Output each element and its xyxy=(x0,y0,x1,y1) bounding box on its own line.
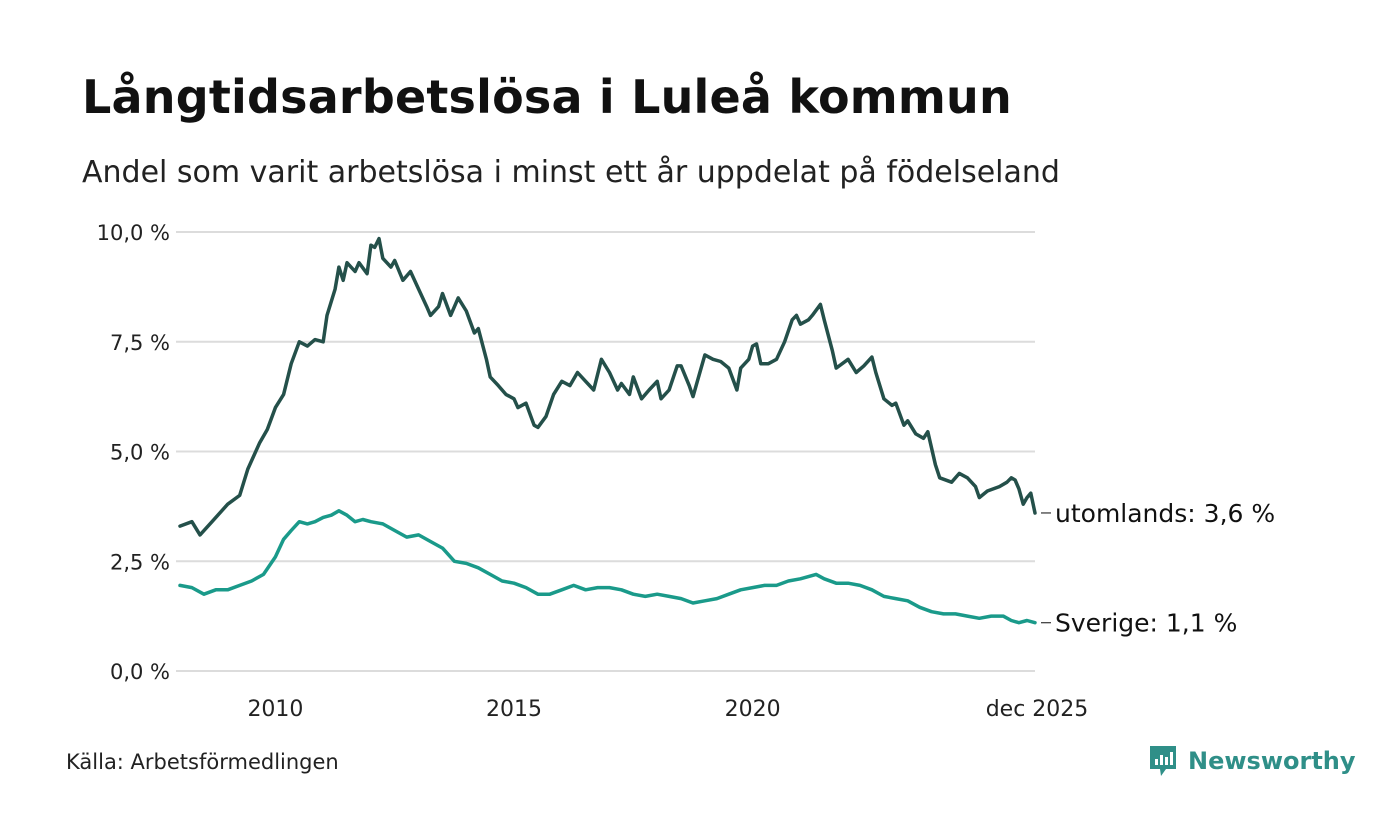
y-tick-label: 5,0 % xyxy=(110,441,170,465)
grid-layer xyxy=(176,231,1035,672)
end-labels: utomlands: 3,6 % Sverige: 1,1 % xyxy=(1041,499,1275,638)
x-tick-label: 2015 xyxy=(486,697,542,722)
end-label-sverige: Sverige: 1,1 % xyxy=(1055,609,1237,638)
x-tick-label: 2010 xyxy=(247,697,303,722)
y-tick-label: 7,5 % xyxy=(110,331,170,355)
y-tick-label: 2,5 % xyxy=(110,550,170,574)
x-axis: 2010 2015 2020 dec 2025 xyxy=(247,697,1088,722)
brand-name: Newsworthy xyxy=(1188,747,1356,775)
source-note: Källa: Arbetsförmedlingen xyxy=(66,750,339,774)
series-line-sverige xyxy=(178,509,1037,625)
newsworthy-logo-icon xyxy=(1150,746,1176,776)
chart-subtitle: Andel som varit arbetslösa i minst ett å… xyxy=(82,155,1060,190)
brand-logo[interactable]: Newsworthy xyxy=(1148,744,1356,778)
y-axis: 0,0 % 2,5 % 5,0 % 7,5 % 10,0 % xyxy=(97,221,170,684)
x-tick-label: dec 2025 xyxy=(986,697,1089,722)
y-tick-label: 0,0 % xyxy=(110,660,170,684)
series-line-utomlands xyxy=(178,236,1037,537)
end-label-utomlands: utomlands: 3,6 % xyxy=(1055,499,1275,528)
series-layer xyxy=(178,236,1037,625)
x-tick-label: 2020 xyxy=(725,697,781,722)
y-tick-label: 10,0 % xyxy=(97,221,170,245)
chart-title: Långtidsarbetslösa i Luleå kommun xyxy=(82,70,1012,124)
